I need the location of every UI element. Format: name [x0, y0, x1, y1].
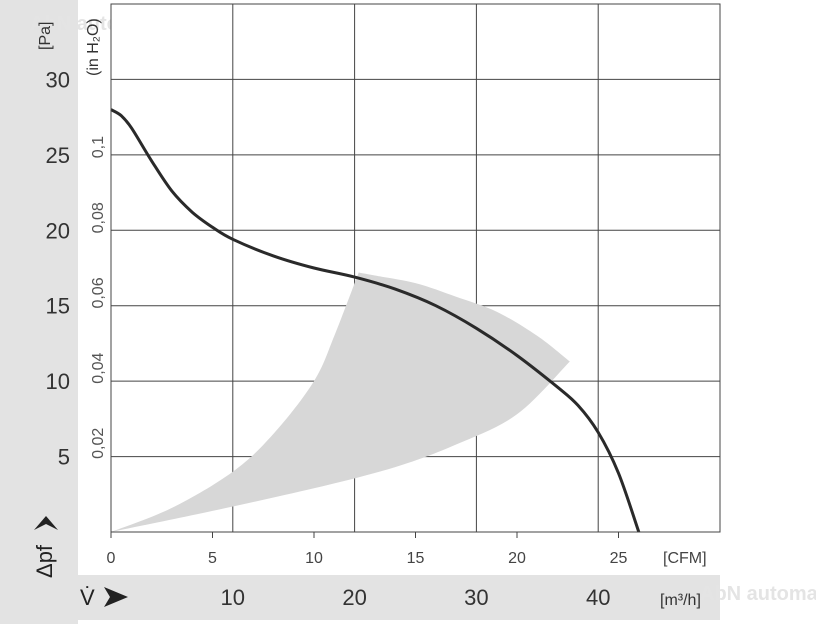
y-tick-inh2o: 0,04	[90, 352, 107, 383]
x-tick-cfm: 15	[407, 550, 425, 567]
x-axis-panel	[78, 575, 720, 620]
y-tick-pa: 5	[58, 445, 70, 470]
x-tick-m3h: 40	[586, 585, 610, 610]
watermark-bottom: AbN automation	[700, 583, 816, 605]
y-tick-pa: 10	[46, 369, 70, 394]
performance-curve	[110, 108, 641, 533]
flow-arrow-icon	[104, 587, 128, 607]
flow-symbol: V̇	[80, 585, 95, 610]
pressure-symbol: Δpf	[32, 544, 57, 578]
x-tick-cfm: 10	[305, 550, 323, 567]
y-axis-panel	[0, 0, 78, 624]
pa-unit-label: [Pa]	[37, 22, 54, 50]
x-tick-cfm: 20	[508, 550, 526, 567]
y-tick-inh2o: 0,08	[90, 202, 107, 233]
m3h-unit-label: [m³/h]	[660, 592, 701, 609]
x-tick-m3h: 20	[342, 585, 366, 610]
y-tick-inh2o: 0,1	[90, 136, 107, 158]
pressure-arrow-icon	[34, 516, 58, 530]
x-tick-m3h: 10	[221, 585, 245, 610]
inh2o-unit-label: (in H₂O)	[85, 18, 102, 76]
x-tick-cfm: 25	[610, 550, 628, 567]
x-tick-cfm: 5	[208, 550, 217, 567]
x-tick-cfm: 0	[107, 550, 116, 567]
y-tick-pa: 20	[46, 218, 70, 243]
y-tick-pa: 15	[46, 294, 70, 319]
operating-region	[111, 272, 570, 532]
y-tick-pa: 30	[46, 67, 70, 92]
y-tick-pa: 25	[46, 143, 70, 168]
y-tick-inh2o: 0,02	[90, 428, 107, 459]
y-tick-inh2o: 0,06	[90, 277, 107, 308]
cfm-unit-label: [CFM]	[663, 550, 707, 567]
x-tick-m3h: 30	[464, 585, 488, 610]
tick-labels: 5 10 15 20 25 30 0,02 0,04 0,06 0,08 0,1 10 20 30 40 0 5…	[46, 67, 628, 610]
